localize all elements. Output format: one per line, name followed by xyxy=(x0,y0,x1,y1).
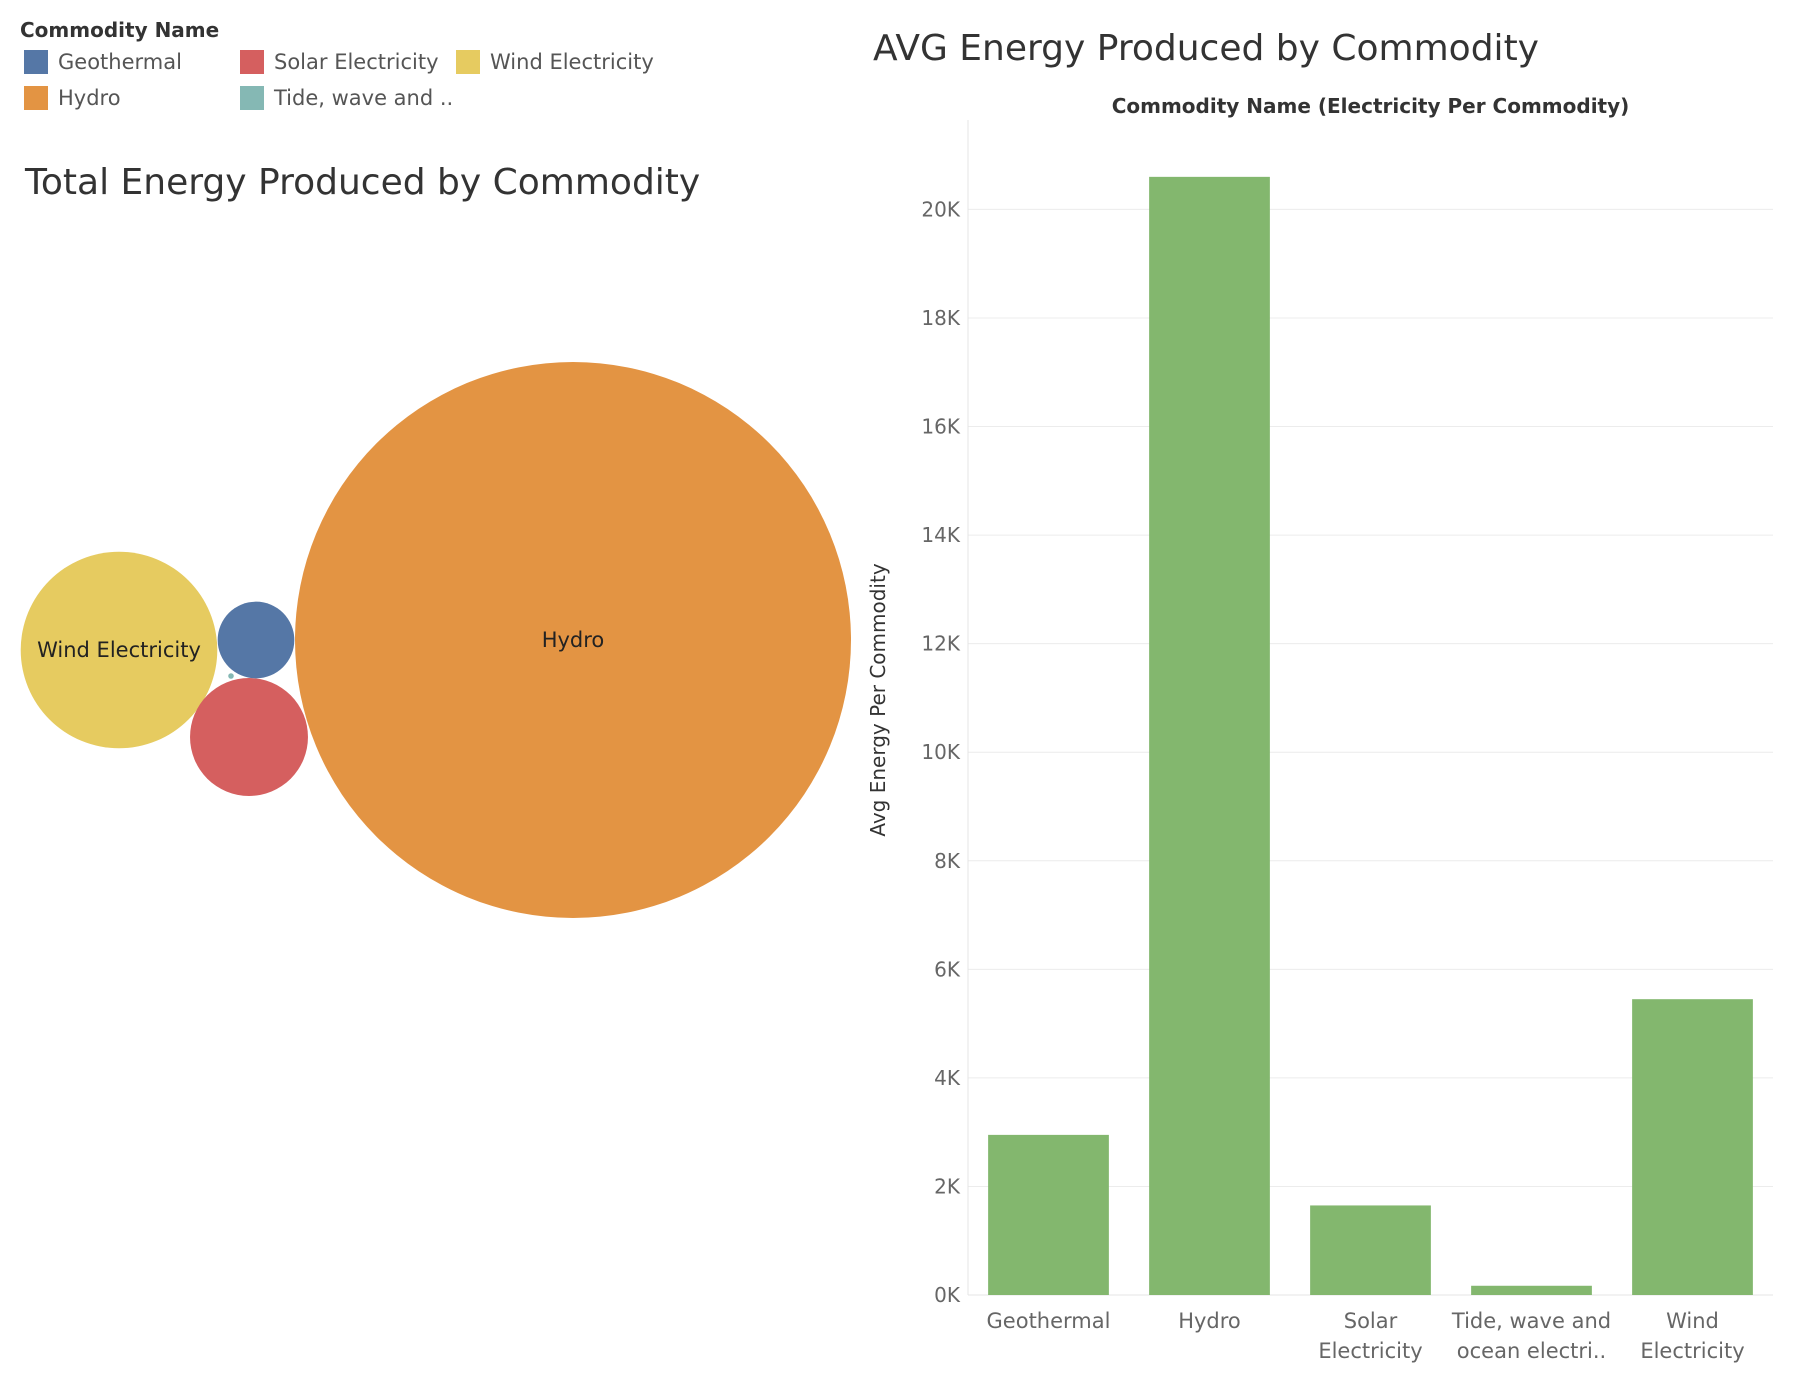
legend-swatch xyxy=(24,86,48,110)
legend-swatch xyxy=(240,86,264,110)
bar-chart-header: Commodity Name (Electricity Per Commodit… xyxy=(1111,94,1630,118)
y-tick-label: 6K xyxy=(934,957,961,981)
y-tick-label: 14K xyxy=(921,523,960,547)
bubble-chart-title: Total Energy Produced by Commodity xyxy=(25,162,701,203)
legend-item-solar[interactable]: Solar Electricity xyxy=(240,50,439,74)
x-tick-label: Electricity xyxy=(1318,1339,1422,1363)
y-tick-label: 16K xyxy=(921,415,960,439)
bubble-label: Wind Electricity xyxy=(37,638,201,662)
bubble-label: Hydro xyxy=(542,628,605,652)
bar[interactable] xyxy=(1310,1205,1431,1295)
bar[interactable] xyxy=(988,1134,1109,1295)
x-tick-label: Hydro xyxy=(1178,1309,1241,1333)
legend-item-hydro[interactable]: Hydro xyxy=(24,86,121,110)
bubble-chart: Hydro Wind Electricity xyxy=(20,362,851,918)
y-tick-label: 8K xyxy=(934,849,961,873)
y-tick-label: 10K xyxy=(921,740,960,764)
y-tick-label: 12K xyxy=(921,632,960,656)
y-tick-label: 20K xyxy=(921,197,960,221)
legend-swatch xyxy=(456,50,480,74)
x-tick-label: ocean electri.. xyxy=(1457,1339,1606,1363)
legend-label: Geothermal xyxy=(58,50,182,74)
bar[interactable] xyxy=(1471,1285,1592,1295)
x-tick-label: Electricity xyxy=(1640,1339,1744,1363)
legend-title: Commodity Name xyxy=(20,18,220,42)
bubble-solar-electricity[interactable] xyxy=(190,678,308,796)
legend-item-tide[interactable]: Tide, wave and .. xyxy=(240,86,453,110)
legend-label: Solar Electricity xyxy=(274,50,439,74)
bar-chart-title: AVG Energy Produced by Commodity xyxy=(873,28,1539,69)
bar[interactable] xyxy=(1632,999,1753,1295)
legend-label: Tide, wave and .. xyxy=(274,86,454,110)
legend-swatch xyxy=(240,50,264,74)
bubble-geothermal[interactable] xyxy=(217,601,295,679)
legend-item-geothermal[interactable]: Geothermal xyxy=(24,50,182,74)
y-tick-label: 0K xyxy=(934,1283,961,1307)
y-tick-label: 2K xyxy=(934,1174,961,1198)
legend-item-wind[interactable]: Wind Electricity xyxy=(456,50,654,74)
bar[interactable] xyxy=(1149,176,1270,1295)
x-tick-label: Geothermal xyxy=(987,1309,1111,1333)
y-tick-label: 4K xyxy=(934,1066,961,1090)
legend-label: Hydro xyxy=(58,86,121,110)
x-tick-label: Tide, wave and xyxy=(1451,1309,1611,1333)
legend-label: Wind Electricity xyxy=(490,50,654,74)
y-tick-label: 18K xyxy=(921,306,960,330)
x-tick-label: Wind xyxy=(1666,1309,1719,1333)
x-tick-label: Solar xyxy=(1344,1309,1398,1333)
bubble-tide-wave-and-ocean-electricity[interactable] xyxy=(228,673,234,679)
bubble-wind-electricity[interactable] xyxy=(20,551,218,749)
bubble-hydro[interactable] xyxy=(295,362,851,918)
legend-swatch xyxy=(24,50,48,74)
